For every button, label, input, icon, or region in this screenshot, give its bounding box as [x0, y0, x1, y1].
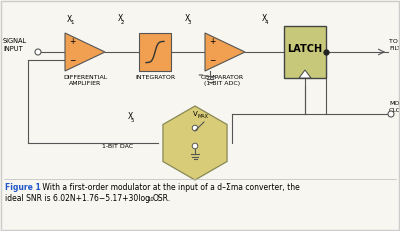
Text: DIFFERENTIAL
AMPLIFIER: DIFFERENTIAL AMPLIFIER	[63, 75, 107, 86]
Text: +: +	[209, 37, 215, 46]
Text: −: −	[69, 56, 75, 65]
Text: 4: 4	[264, 19, 268, 24]
Text: 10: 10	[147, 197, 154, 202]
Text: LATCH: LATCH	[288, 44, 322, 54]
Circle shape	[35, 49, 41, 55]
Text: 1-BIT DAC: 1-BIT DAC	[102, 145, 134, 149]
Text: X: X	[67, 15, 72, 24]
Text: X: X	[118, 14, 123, 23]
Text: X: X	[185, 14, 190, 23]
Text: 1: 1	[70, 21, 73, 25]
Circle shape	[192, 143, 198, 149]
Text: V: V	[193, 111, 198, 117]
Circle shape	[192, 125, 198, 131]
Circle shape	[388, 111, 394, 117]
Text: =: =	[197, 72, 203, 78]
Text: 2: 2	[121, 19, 124, 24]
Polygon shape	[205, 33, 245, 71]
FancyBboxPatch shape	[139, 33, 171, 71]
Text: 3: 3	[188, 19, 191, 24]
Text: INTEGRATOR: INTEGRATOR	[135, 75, 175, 80]
Text: MODULATION
CLOCK: MODULATION CLOCK	[389, 101, 400, 112]
Polygon shape	[163, 106, 227, 180]
Text: X: X	[128, 112, 133, 121]
Text: With a first-order modulator at the input of a d–Σma converter, the: With a first-order modulator at the inpu…	[40, 183, 300, 192]
FancyBboxPatch shape	[284, 26, 326, 78]
Text: OSR.: OSR.	[153, 194, 171, 203]
Text: +: +	[69, 37, 75, 46]
Text: −: −	[209, 56, 215, 65]
Text: ideal SNR is 6.02N+1.76−5.17+30log: ideal SNR is 6.02N+1.76−5.17+30log	[5, 194, 150, 203]
Polygon shape	[65, 33, 105, 71]
Text: TO DIGITAL
FILTER: TO DIGITAL FILTER	[389, 40, 400, 51]
Text: 5: 5	[131, 118, 134, 122]
Text: MAX: MAX	[198, 114, 209, 119]
Text: SIGNAL
INPUT: SIGNAL INPUT	[3, 38, 27, 52]
Text: COMPARATOR
(1-BIT ADC): COMPARATOR (1-BIT ADC)	[200, 75, 244, 86]
Polygon shape	[299, 70, 311, 78]
Text: Figure 1: Figure 1	[5, 183, 41, 192]
Text: X: X	[262, 14, 267, 23]
